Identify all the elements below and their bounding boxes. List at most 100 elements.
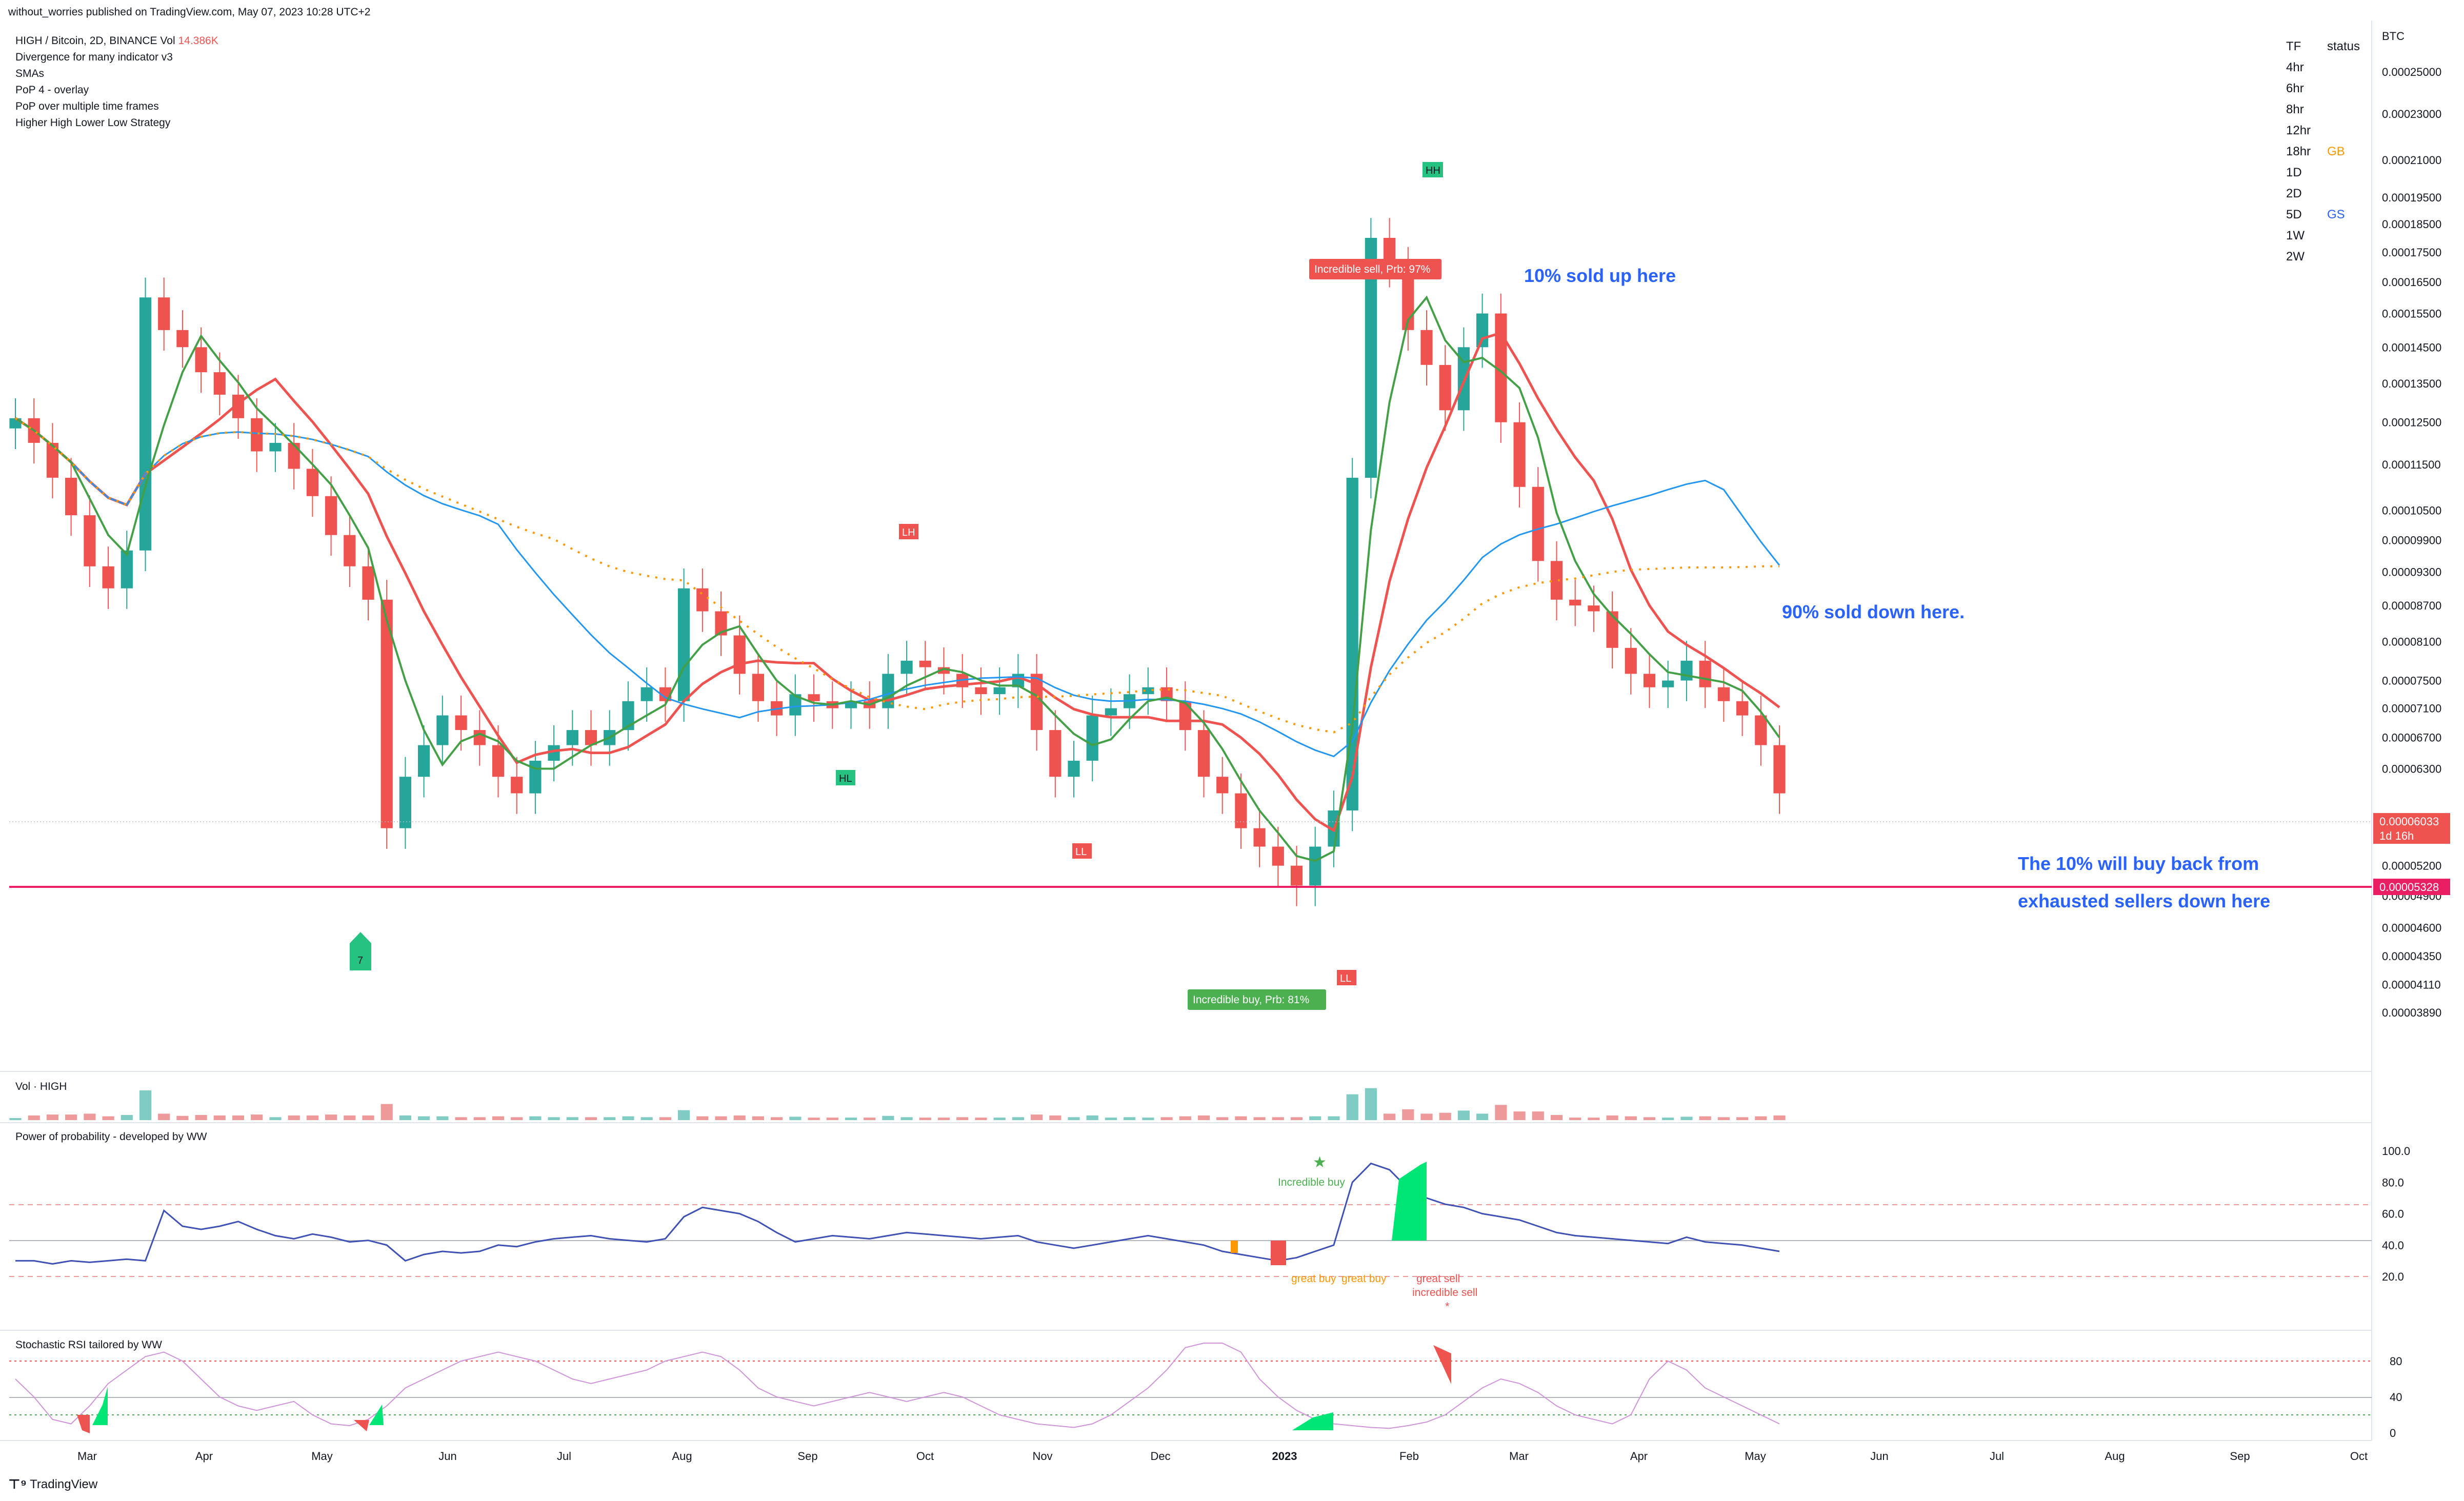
time-axis-label: 2023 (1272, 1450, 1297, 1463)
buy-arrow-shape (350, 932, 371, 970)
published-header: without_worries published on TradingView… (8, 6, 371, 18)
candle-body (1588, 605, 1600, 612)
pop-label-incredible-sell: incredible sell (1412, 1287, 1477, 1299)
pop-tick-label: 80.0 (2382, 1176, 2404, 1189)
candle-body (46, 442, 58, 478)
price-tick-label: 0.00006300 (2382, 763, 2441, 776)
pop-ticks: 100.0 80.0 60.0 40.0 20.0 (2382, 1145, 2410, 1283)
candle-body (1031, 674, 1043, 731)
indicator-2[interactable]: SMAs (15, 68, 45, 79)
candle-body (288, 442, 300, 469)
volume-bar (28, 1115, 40, 1120)
time-axis-label: Sep (797, 1450, 817, 1463)
annotation-sold-up[interactable]: 10% sold up here (1524, 265, 1676, 286)
volume-bar (436, 1116, 449, 1120)
indicator-1[interactable]: Divergence for many indicator v3 (15, 51, 173, 63)
volume-bar (380, 1104, 393, 1120)
tf-cell: 2D (2286, 187, 2302, 200)
volume-bar (864, 1118, 876, 1120)
pop-label-great-buy-2: great buy (1341, 1273, 1387, 1285)
volume-bar (1384, 1113, 1396, 1120)
annotation-buy-back-2[interactable]: exhausted sellers down here (2018, 890, 2270, 911)
candle-body (158, 297, 170, 330)
sma-green-line (14, 295, 1780, 862)
candle-body (102, 566, 114, 589)
tradingview-brand: TradingView (30, 1477, 98, 1491)
tradingview-footer[interactable]: ⊤⁹ TradingView (8, 1476, 97, 1492)
candle-body (418, 745, 430, 777)
pivot-lh-bg (899, 524, 918, 539)
price-tick-label: 0.00013500 (2382, 377, 2441, 390)
volume-bar (325, 1114, 337, 1120)
time-axis-label: Apr (1630, 1450, 1648, 1463)
price-tick-label: 0.00009900 (2382, 534, 2441, 547)
pop-title: Power of probability - developed by WW (15, 1131, 207, 1143)
candle-body (622, 701, 634, 731)
candle-body (176, 330, 189, 348)
annotation-sold-down[interactable]: 90% sold down here. (1782, 601, 1965, 622)
symbol-line[interactable]: HIGH / Bitcoin, 2D, BINANCE Vol 14.386K (15, 33, 218, 49)
volume-bar (399, 1115, 411, 1120)
price-tick-label: 0.00010500 (2382, 504, 2441, 517)
volume-bar (919, 1118, 931, 1120)
volume-bar (1717, 1117, 1730, 1120)
volume-bar (9, 1118, 22, 1120)
indicator-5[interactable]: Higher High Lower Low Strategy (15, 117, 171, 129)
price-tick-label: 0.00014500 (2382, 341, 2441, 354)
volume-bar (640, 1117, 653, 1120)
status-header: status (2327, 39, 2360, 53)
price-tick-label: 0.00017500 (2382, 246, 2441, 259)
volume-bar (511, 1117, 523, 1120)
time-axis-label: Mar (1509, 1450, 1529, 1463)
vol-value: 14.386K (178, 35, 218, 47)
tf-cell: 6hr (2286, 82, 2304, 95)
candle-body (213, 372, 226, 395)
vol-label: Vol (160, 35, 175, 47)
time-axis-label: Mar (77, 1450, 97, 1463)
support-price-badge (2373, 879, 2450, 895)
indicator-4[interactable]: PoP over multiple time frames (15, 100, 159, 112)
volume-bar (1290, 1117, 1303, 1120)
price-tick-label: 0.00015500 (2382, 308, 2441, 320)
candle-body (1532, 486, 1544, 561)
stoch-tick-label: 0 (2390, 1427, 2396, 1439)
volume-bar (1160, 1117, 1173, 1120)
candle-body (1402, 267, 1414, 330)
indicator-3[interactable]: PoP 4 - overlay (15, 84, 89, 96)
pop-tick-label: 20.0 (2382, 1270, 2404, 1283)
volume-bar (1142, 1118, 1154, 1120)
candle-body (808, 694, 820, 701)
incredible-buy-label[interactable]: Incredible buy, Prb: 81% (1193, 994, 1309, 1006)
time-axis-label: Oct (916, 1450, 934, 1463)
price-tick-label: 0.00009300 (2382, 565, 2441, 578)
volume-bar (1216, 1117, 1229, 1120)
tf-cell: 18hr (2286, 145, 2311, 158)
volume-bar (566, 1117, 578, 1120)
time-axis-label: Feb (1399, 1450, 1419, 1463)
price-tick-label: 0.00004110 (2382, 979, 2441, 991)
volume-bar (1179, 1116, 1191, 1120)
candle-body (1142, 687, 1154, 695)
volume-bar (46, 1114, 58, 1120)
time-axis-label: May (1745, 1450, 1766, 1463)
tf-row: 8hr (2286, 99, 2368, 120)
volume-bar (176, 1115, 189, 1120)
volume-bar (975, 1118, 987, 1120)
candle-body (1699, 660, 1711, 687)
pop-label-great-sell: great sell (1416, 1273, 1460, 1285)
time-axis: Mar Apr May Jun Jul Aug Sep Oct Nov Dec 2023 Feb Mar… (77, 1450, 2368, 1463)
candle-body (1680, 660, 1693, 681)
incredible-sell-label[interactable]: Incredible sell, Prb: 97% (1314, 263, 1430, 275)
volume-bar (473, 1117, 486, 1120)
pivot-hl-bg (836, 770, 855, 785)
tf-row: 12hr (2286, 120, 2368, 141)
annotation-buy-back-1[interactable]: The 10% will buy back from (2018, 853, 2259, 874)
volume-bar (1346, 1094, 1358, 1120)
volume-bar (1439, 1112, 1451, 1120)
price-ticks: 0.00025000 0.00023000 0.00021000 0.00019500… (2382, 66, 2441, 1019)
candle-body (251, 418, 263, 452)
candle-body (566, 730, 578, 745)
candle-body (678, 588, 690, 701)
volume-bar (1309, 1116, 1321, 1120)
